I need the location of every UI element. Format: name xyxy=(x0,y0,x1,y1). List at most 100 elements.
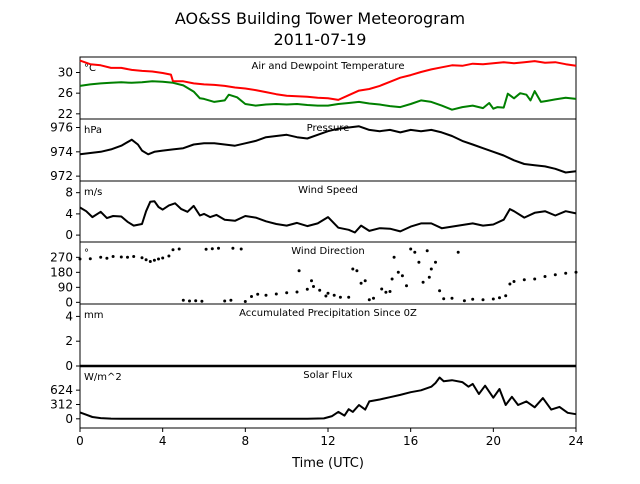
data-point-wind_dir xyxy=(553,273,557,277)
data-point-wind_dir xyxy=(417,260,421,264)
series-line-temp-0 xyxy=(79,59,577,101)
data-point-wind_dir xyxy=(210,247,214,251)
chart-subtitle: 2011-07-19 xyxy=(274,30,367,49)
y-tick-label-wind_speed: 4 xyxy=(65,207,73,221)
data-point-wind_dir xyxy=(462,299,466,303)
data-point-wind_dir xyxy=(471,297,475,301)
data-point-wind_dir xyxy=(409,247,413,251)
data-point-wind_dir xyxy=(152,258,156,262)
data-point-wind_dir xyxy=(413,250,417,254)
x-tick-label: 24 xyxy=(568,434,583,448)
data-point-wind_dir xyxy=(204,247,208,251)
data-point-wind_dir xyxy=(99,255,103,259)
data-point-wind_dir xyxy=(250,295,253,298)
x-axis-label: Time (UTC) xyxy=(291,456,364,471)
data-point-wind_dir xyxy=(144,258,148,262)
data-point-wind_dir xyxy=(326,291,330,295)
data-point-wind_dir xyxy=(367,298,371,302)
data-point-wind_dir xyxy=(200,299,204,303)
data-point-wind_dir xyxy=(543,275,547,278)
data-point-wind_dir xyxy=(442,297,446,301)
y-tick-label-temp: 26 xyxy=(58,86,73,100)
data-point-wind_dir xyxy=(438,289,442,293)
data-point-wind_dir xyxy=(574,270,578,274)
y-tick-label-precip: 2 xyxy=(65,334,73,348)
data-point-wind_dir xyxy=(508,282,512,286)
data-point-wind_dir xyxy=(297,269,301,273)
data-point-wind_dir xyxy=(318,288,322,292)
panel-title-solar: Solar Flux xyxy=(303,370,353,381)
data-point-wind_dir xyxy=(285,291,289,295)
data-point-wind_dir xyxy=(217,246,220,250)
x-tick-label: 12 xyxy=(320,434,335,448)
panel-unit-wind_speed: m/s xyxy=(84,187,102,198)
panel-unit-precip: mm xyxy=(84,310,103,321)
data-point-wind_dir xyxy=(157,257,160,261)
series-dots-wind_dir xyxy=(78,246,578,303)
y-tick-label-wind_dir: 90 xyxy=(58,280,73,294)
y-tick-label-wind_dir: 180 xyxy=(50,265,73,279)
panel-title-wind_speed: Wind Speed xyxy=(298,185,358,196)
data-point-wind_dir xyxy=(148,260,152,263)
data-point-wind_dir xyxy=(223,299,227,303)
series-line-pressure-0 xyxy=(79,125,577,174)
y-tick-label-temp: 30 xyxy=(58,66,73,80)
data-point-wind_dir xyxy=(512,280,516,283)
data-point-wind_dir xyxy=(310,279,313,283)
data-point-wind_dir xyxy=(491,297,495,301)
panel-title-temp: Air and Dewpoint Temperature xyxy=(252,61,405,72)
data-point-wind_dir xyxy=(171,248,175,252)
data-point-wind_dir xyxy=(264,293,268,297)
y-tick-label-wind_dir: 0 xyxy=(65,295,73,309)
data-point-wind_dir xyxy=(425,249,429,253)
y-tick-label-solar: 312 xyxy=(50,397,73,411)
data-point-wind_dir xyxy=(312,285,315,288)
data-point-wind_dir xyxy=(188,299,191,303)
data-point-wind_dir xyxy=(363,279,367,283)
data-point-wind_dir xyxy=(78,257,82,261)
data-point-wind_dir xyxy=(140,256,144,260)
data-point-wind_dir xyxy=(481,298,485,302)
data-point-wind_dir xyxy=(564,271,568,275)
data-point-wind_dir xyxy=(498,296,501,300)
data-point-wind_dir xyxy=(295,290,299,294)
panel-unit-pressure: hPa xyxy=(84,125,102,136)
y-tick-label-pressure: 974 xyxy=(50,145,73,159)
series-line-wind_speed-0 xyxy=(79,200,577,234)
data-point-wind_dir xyxy=(229,298,233,302)
y-tick-label-wind_dir: 270 xyxy=(50,250,73,264)
panel-title-wind_dir: Wind Direction xyxy=(291,246,365,257)
x-tick-label: 4 xyxy=(159,434,167,448)
y-tick-label-temp: 22 xyxy=(58,107,73,121)
data-point-wind_dir xyxy=(450,296,454,300)
y-tick-label-wind_speed: 0 xyxy=(65,228,73,242)
data-point-wind_dir xyxy=(305,287,309,291)
data-point-wind_dir xyxy=(355,269,359,273)
data-point-wind_dir xyxy=(522,278,526,282)
y-tick-label-solar: 0 xyxy=(65,412,73,426)
data-point-wind_dir xyxy=(351,267,355,271)
x-tick-label: 16 xyxy=(403,434,418,448)
panel-unit-temp: °C xyxy=(84,63,96,74)
data-point-wind_dir xyxy=(126,255,129,259)
data-point-wind_dir xyxy=(421,280,425,284)
data-point-wind_dir xyxy=(427,275,431,279)
y-tick-label-pressure: 976 xyxy=(50,121,73,135)
y-tick-label-precip: 4 xyxy=(65,309,73,323)
data-point-wind_dir xyxy=(231,246,235,250)
data-point-wind_dir xyxy=(177,247,181,251)
data-point-wind_dir xyxy=(405,284,408,288)
data-point-wind_dir xyxy=(167,254,171,258)
data-point-wind_dir xyxy=(194,299,198,303)
data-point-wind_dir xyxy=(390,277,394,281)
data-point-wind_dir xyxy=(111,255,115,258)
data-point-wind_dir xyxy=(161,256,165,260)
data-point-wind_dir xyxy=(243,300,247,303)
data-point-wind_dir xyxy=(239,247,243,251)
data-point-wind_dir xyxy=(132,255,136,258)
data-point-wind_dir xyxy=(181,298,185,302)
data-point-wind_dir xyxy=(338,295,342,299)
y-tick-label-solar: 624 xyxy=(50,383,73,397)
